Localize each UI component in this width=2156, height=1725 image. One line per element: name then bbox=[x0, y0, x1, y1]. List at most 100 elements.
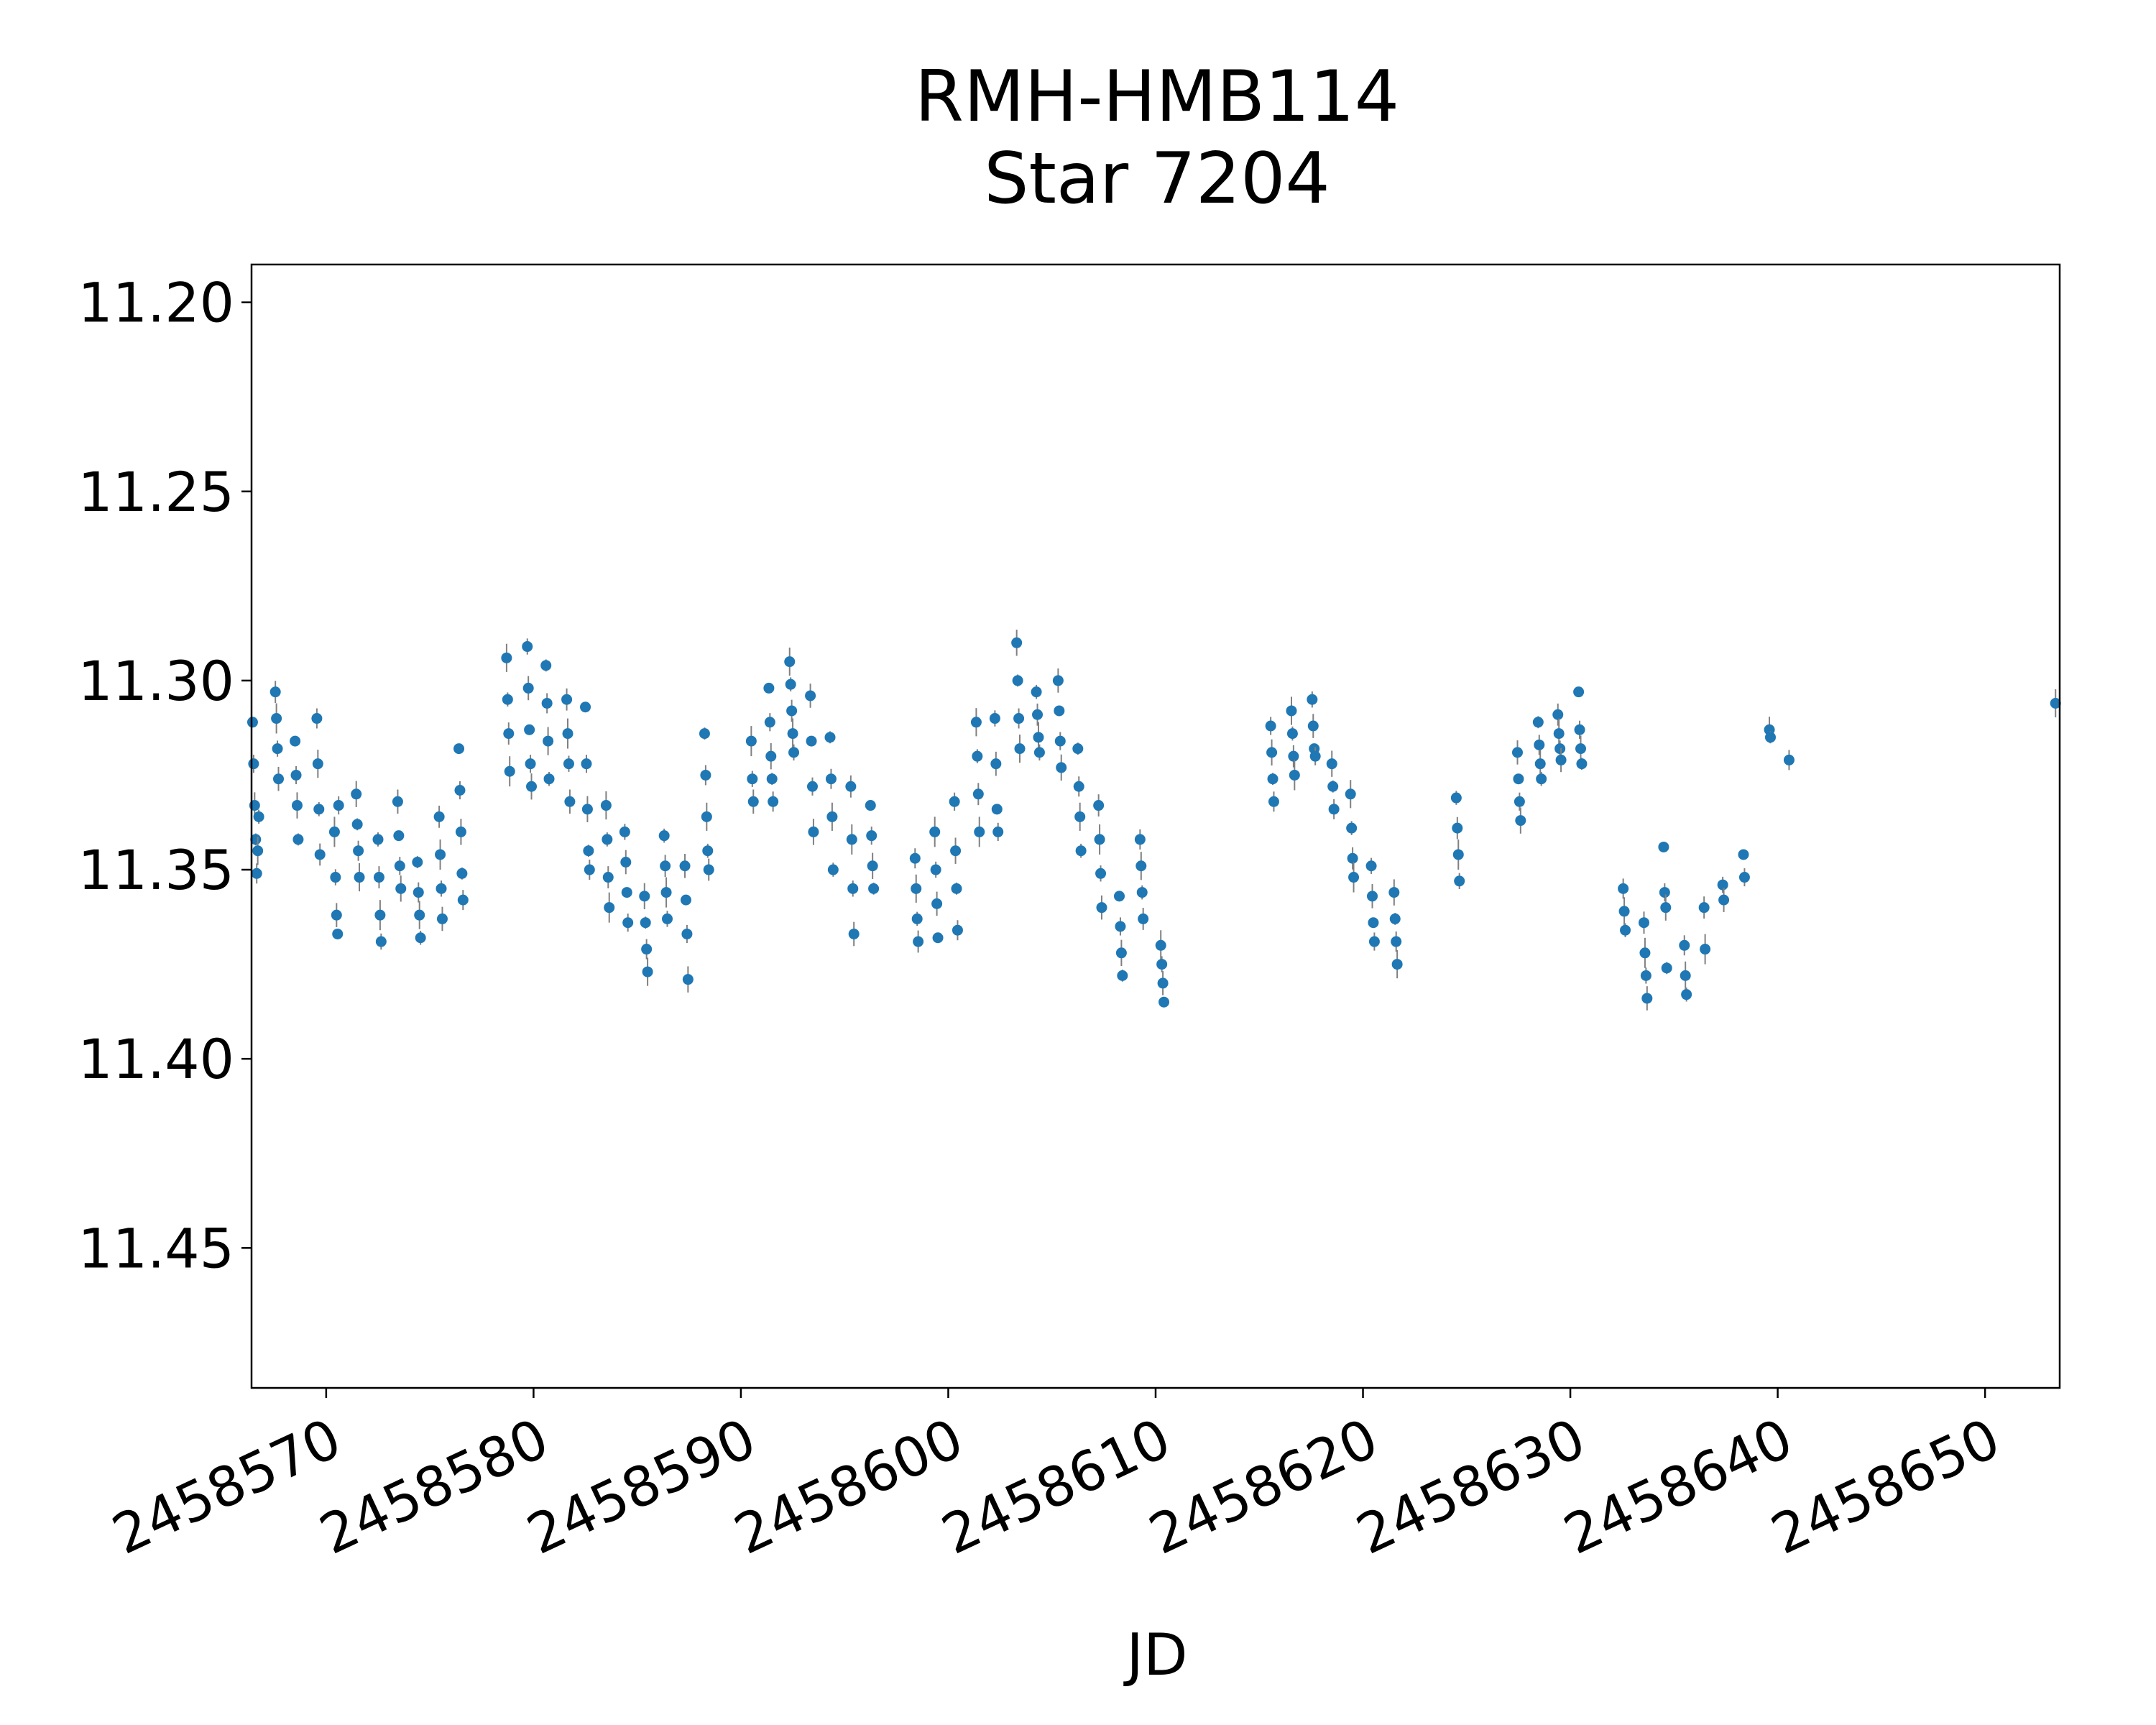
data-point bbox=[1074, 811, 1086, 822]
data-point bbox=[642, 966, 653, 978]
data-point bbox=[1452, 849, 1464, 860]
data-point bbox=[787, 728, 798, 740]
data-point bbox=[930, 864, 941, 875]
data-point bbox=[581, 804, 593, 815]
data-point bbox=[808, 826, 819, 837]
data-point bbox=[913, 936, 924, 947]
data-point bbox=[454, 785, 466, 796]
data-point bbox=[846, 834, 857, 845]
data-point bbox=[1157, 978, 1169, 989]
data-point bbox=[703, 864, 714, 875]
data-point bbox=[990, 758, 1002, 770]
data-point bbox=[974, 826, 985, 837]
data-point bbox=[331, 909, 342, 921]
data-point bbox=[786, 705, 798, 717]
data-point bbox=[992, 826, 1004, 837]
data-point bbox=[1641, 993, 1653, 1004]
data-point bbox=[564, 796, 576, 807]
data-point bbox=[1072, 743, 1084, 755]
data-point bbox=[620, 856, 632, 868]
data-point bbox=[1553, 728, 1565, 740]
data-point bbox=[1288, 750, 1299, 762]
data-point bbox=[1266, 747, 1278, 758]
data-point bbox=[972, 788, 984, 800]
data-point bbox=[502, 694, 513, 705]
data-point bbox=[1764, 732, 1776, 743]
data-point bbox=[1134, 834, 1146, 845]
data-point bbox=[604, 902, 615, 914]
data-point bbox=[1054, 705, 1065, 717]
data-point bbox=[1515, 815, 1526, 827]
data-point bbox=[1513, 773, 1524, 785]
data-point bbox=[1783, 754, 1795, 765]
data-point bbox=[1576, 758, 1588, 770]
data-point bbox=[1115, 921, 1126, 932]
data-point bbox=[413, 887, 424, 898]
x-axis-ticks: 2458570245858024585902458600245861024586… bbox=[103, 1388, 2009, 1567]
data-point bbox=[952, 924, 963, 936]
data-point bbox=[1031, 686, 1042, 698]
data-point bbox=[1452, 822, 1463, 834]
data-point bbox=[415, 932, 426, 944]
data-point bbox=[1389, 913, 1401, 924]
data-point bbox=[768, 796, 779, 807]
data-point bbox=[247, 717, 258, 728]
data-point bbox=[314, 849, 326, 860]
data-point bbox=[600, 800, 612, 811]
y-tick-label: 11.40 bbox=[78, 1027, 234, 1091]
y-tick-label: 11.30 bbox=[78, 649, 234, 713]
data-point bbox=[1738, 872, 1750, 883]
data-point bbox=[824, 732, 836, 743]
y-tick-label: 11.20 bbox=[78, 271, 234, 335]
data-point bbox=[1660, 902, 1672, 914]
plot-area-frame bbox=[250, 263, 2061, 1389]
data-point bbox=[313, 804, 325, 815]
data-point bbox=[1289, 769, 1300, 781]
data-point bbox=[1012, 675, 1023, 686]
data-point bbox=[1326, 758, 1337, 770]
data-point bbox=[543, 773, 555, 785]
data-point bbox=[1698, 902, 1710, 914]
data-point bbox=[845, 781, 857, 792]
data-point bbox=[522, 641, 533, 653]
data-point bbox=[525, 758, 536, 770]
data-point bbox=[621, 887, 632, 898]
data-point bbox=[679, 860, 691, 872]
data-point bbox=[660, 860, 671, 872]
data-point bbox=[1680, 970, 1691, 981]
data-point bbox=[1391, 936, 1402, 947]
data-point bbox=[972, 750, 983, 762]
data-point bbox=[1155, 939, 1166, 951]
data-point bbox=[1327, 781, 1339, 792]
data-point bbox=[806, 781, 818, 792]
data-point bbox=[354, 872, 365, 883]
data-point bbox=[1658, 841, 1669, 852]
data-point bbox=[503, 728, 515, 740]
data-point bbox=[1368, 917, 1379, 929]
data-point bbox=[1679, 939, 1690, 951]
data-point bbox=[602, 872, 614, 883]
data-point bbox=[583, 845, 594, 857]
data-point bbox=[1368, 936, 1380, 947]
data-point bbox=[332, 928, 344, 939]
y-tick-label: 11.25 bbox=[78, 460, 234, 524]
data-point bbox=[375, 936, 387, 947]
y-axis-ticks: 11.20 11.25 11.30 11.35 11.40 11.45 bbox=[78, 271, 252, 1280]
data-point bbox=[392, 796, 403, 807]
data-point bbox=[522, 682, 534, 694]
data-point bbox=[373, 872, 384, 883]
data-point bbox=[949, 796, 960, 807]
data-point bbox=[248, 758, 259, 770]
x-tick-label: 2458610 bbox=[932, 1406, 1179, 1567]
data-point bbox=[1454, 875, 1465, 887]
data-point bbox=[1138, 913, 1149, 924]
data-point bbox=[1135, 860, 1147, 872]
data-point bbox=[351, 788, 362, 800]
data-point bbox=[701, 811, 712, 822]
data-point bbox=[292, 834, 304, 845]
data-point bbox=[702, 845, 714, 857]
data-point bbox=[747, 773, 758, 785]
data-point bbox=[353, 845, 364, 857]
